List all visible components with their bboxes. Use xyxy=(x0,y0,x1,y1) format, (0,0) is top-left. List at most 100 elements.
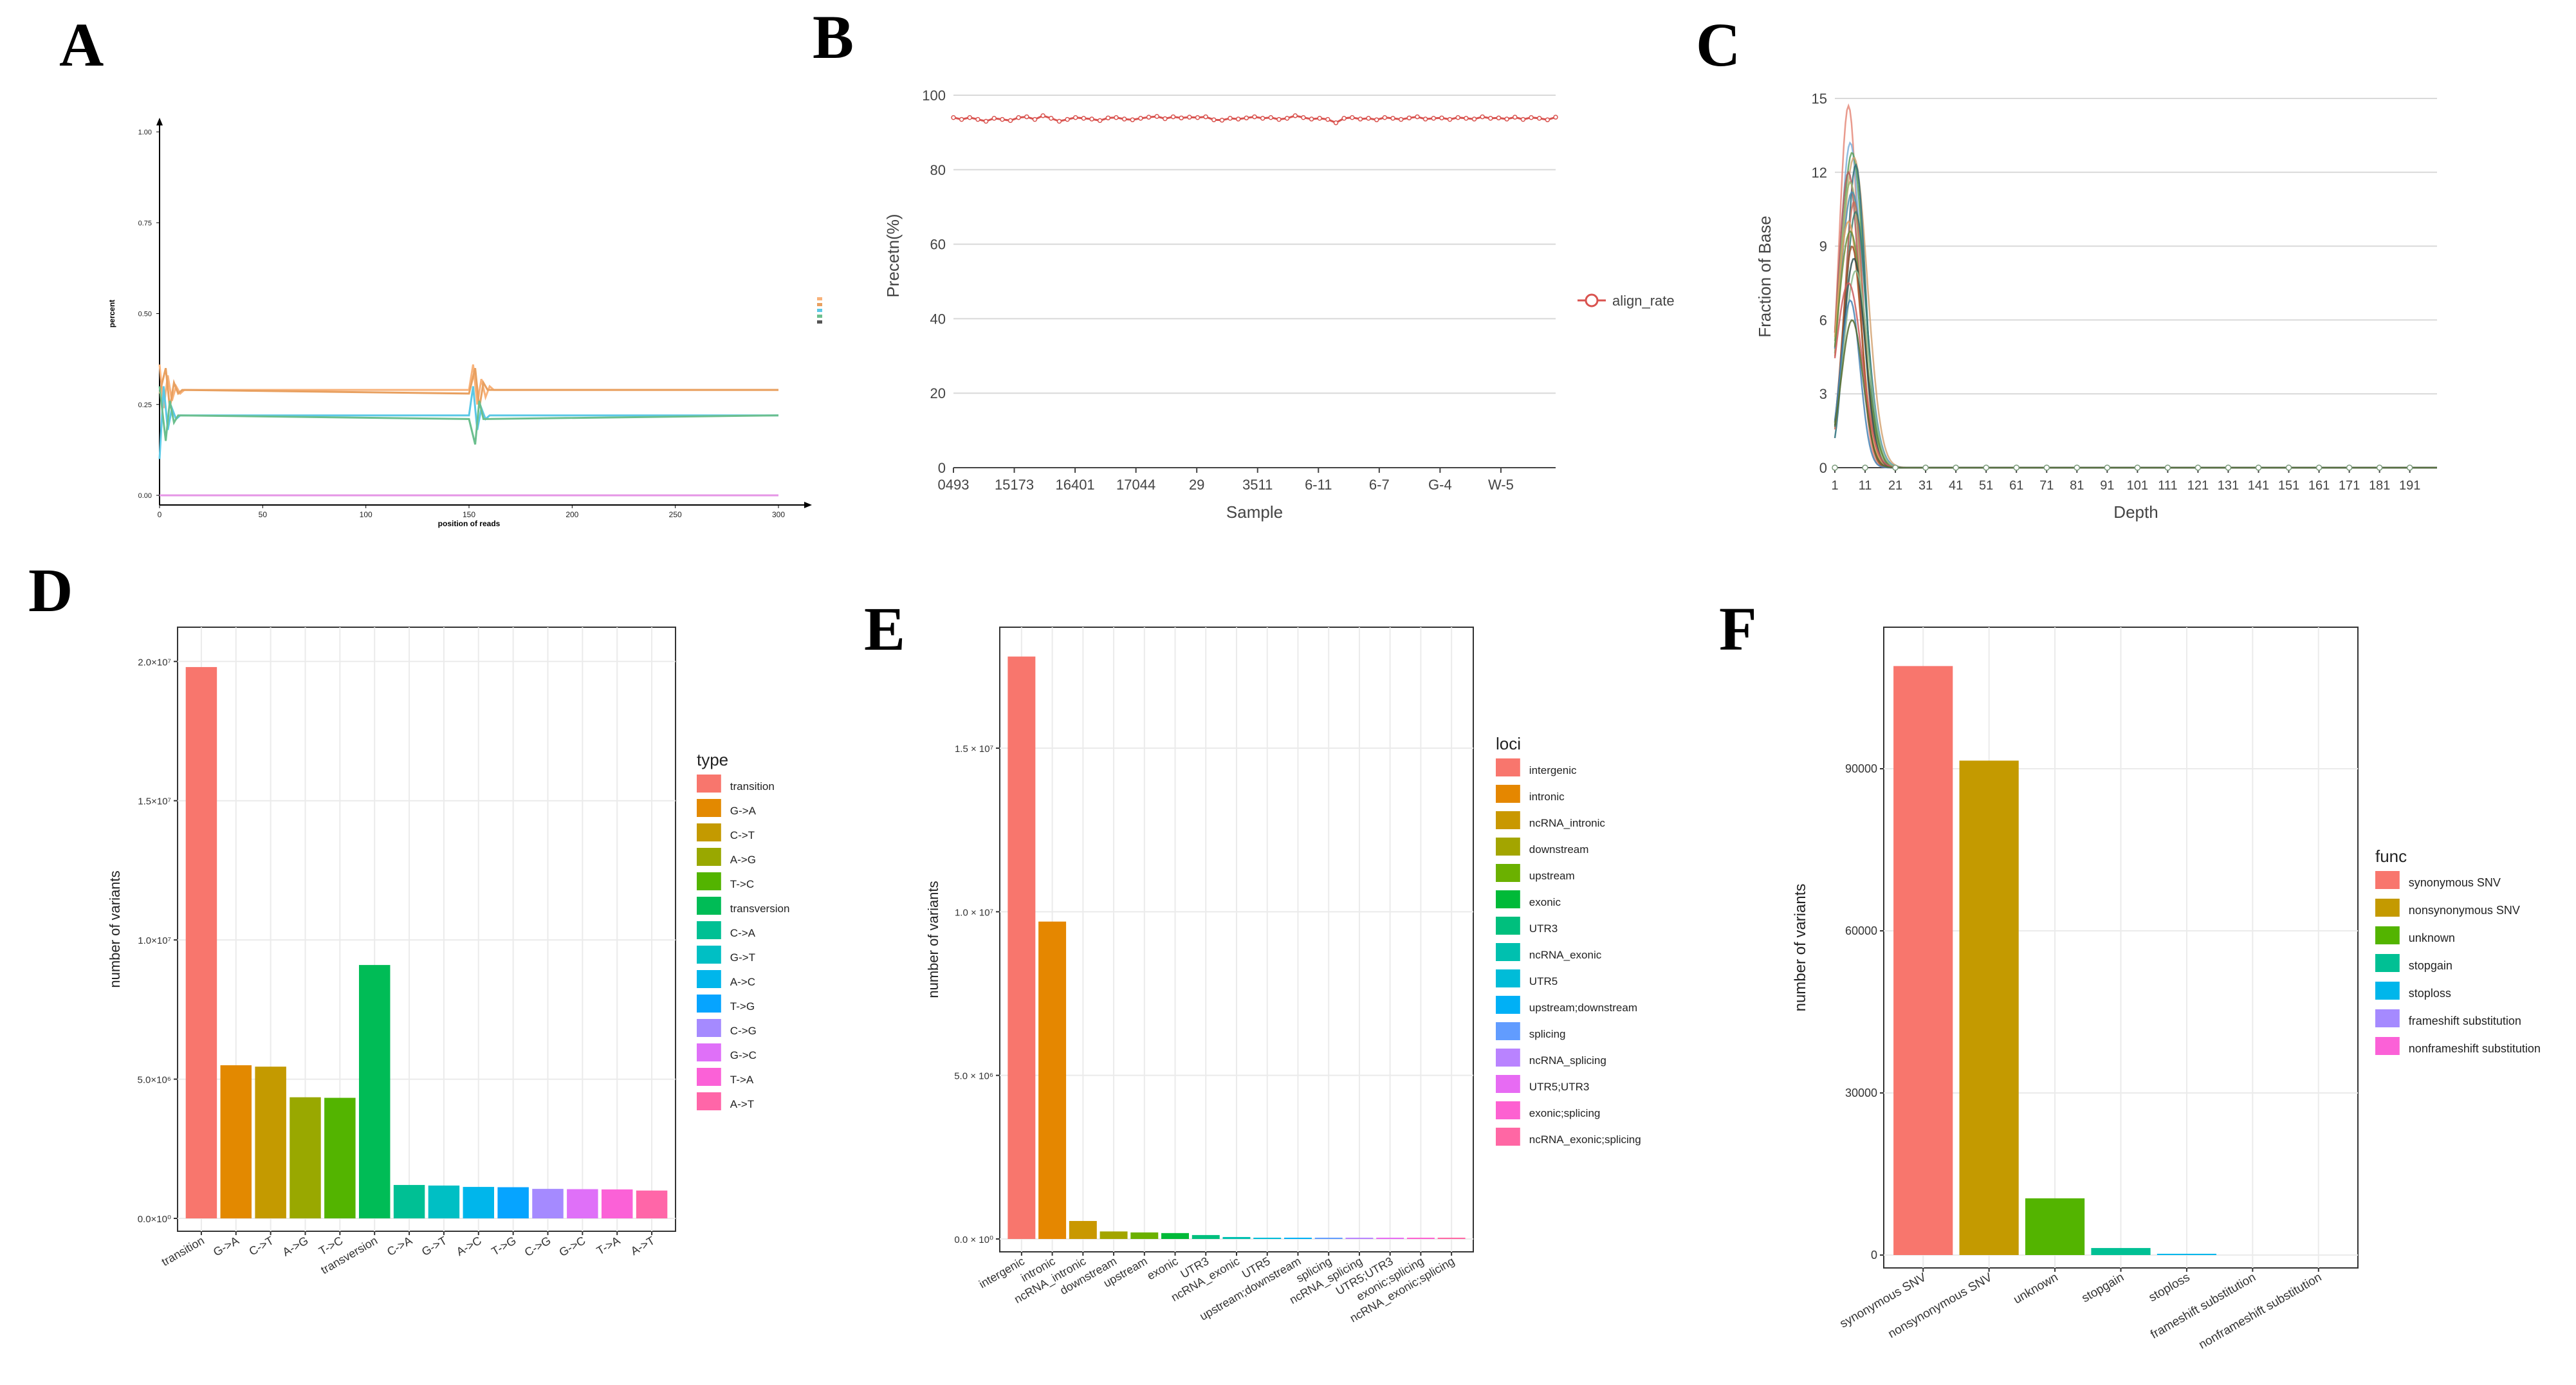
panel-label-b: B xyxy=(813,3,854,71)
panel-b-point xyxy=(1317,116,1322,121)
panel-d-legend-label: G->T xyxy=(730,951,755,964)
panel-f-bar xyxy=(2157,1254,2217,1255)
panel-b-point xyxy=(1284,116,1290,121)
panel-b-point xyxy=(1374,117,1379,122)
panel-b-y-label: Precetn(%) xyxy=(883,214,903,297)
panel-c-series-line xyxy=(1834,152,2437,469)
panel-b-point xyxy=(1545,117,1550,122)
panel-b-point xyxy=(1072,115,1078,120)
panel-b-point xyxy=(1211,117,1217,122)
panel-e-legend-key xyxy=(1496,996,1520,1014)
panel-a-legend-key xyxy=(817,297,822,300)
panel-e-legend-key xyxy=(1496,1049,1520,1067)
panel-d-y-tick-label: 5.0×10⁶ xyxy=(138,1075,171,1086)
panel-b-point xyxy=(1357,116,1363,122)
panel-label-a: A xyxy=(59,10,104,79)
panel-d-legend-key xyxy=(697,1092,721,1110)
panel-c-x-tick-label: 111 xyxy=(2158,479,2177,493)
panel-f-chart: 0 30000 60000 90000 synonymous SNV nonsynonym… xyxy=(1792,627,2541,1352)
panel-d-x-tick-label: transition xyxy=(160,1234,207,1269)
panel-d-legend-label: A->T xyxy=(730,1098,754,1110)
panel-b-point xyxy=(1000,116,1005,122)
panel-d-y-tick-label: 2.0×10⁷ xyxy=(138,657,171,668)
panel-e-y-label: number of variants xyxy=(925,881,941,998)
panel-a-x-tick-label: 100 xyxy=(360,510,373,519)
panel-b-point xyxy=(951,115,956,120)
panel-d-legend-label: A->C xyxy=(730,976,755,988)
panel-b-point xyxy=(1513,115,1518,120)
panel-c-x-tick-label: 61 xyxy=(2009,479,2023,493)
panel-e-legend-key xyxy=(1496,969,1520,987)
panel-a-legend-key xyxy=(817,320,822,324)
panel-b-point xyxy=(1536,116,1542,121)
panel-b-point xyxy=(1121,116,1127,122)
panel-a-legend-key xyxy=(817,303,822,306)
panel-c-x-tick-label: 91 xyxy=(2100,479,2114,493)
panel-c-x-tick-label: 1 xyxy=(1831,479,1838,493)
panel-b-point xyxy=(1007,118,1013,124)
panel-b-point xyxy=(1146,115,1152,120)
panel-e-bar xyxy=(1099,1231,1128,1239)
panel-c-series-line xyxy=(1834,156,2437,469)
panel-b-point xyxy=(1187,115,1192,120)
panel-b-point xyxy=(1309,116,1314,122)
panel-b-point xyxy=(1163,116,1168,122)
panel-b-x-tick-label: 29 xyxy=(1189,477,1204,493)
panel-b-point xyxy=(1268,115,1274,120)
panel-c-x-tick-label: 131 xyxy=(2218,479,2239,493)
panel-e-legend-key xyxy=(1496,943,1520,961)
panel-c-point xyxy=(2255,464,2262,471)
panel-d-x-tick-label: G->C xyxy=(557,1234,588,1259)
panel-label-c: C xyxy=(1696,10,1741,79)
panel-a-y-label: percent xyxy=(107,300,116,327)
panel-f-y-tick-label: 60000 xyxy=(1845,924,1877,937)
panel-a-y-tick-label: 1.00 xyxy=(138,129,152,136)
panel-e-chart: 0.0 × 10⁰ 5.0 × 10⁶ 1.0 × 10⁷ 1.5 × 10⁷ inte… xyxy=(925,627,1641,1325)
panel-e-bar xyxy=(1314,1238,1343,1239)
panel-f-legend-label: stopgain xyxy=(2409,959,2452,972)
panel-b-point xyxy=(1529,115,1534,120)
panel-c-y-tick-label: 3 xyxy=(1819,386,1827,402)
panel-c-x-tick-label: 51 xyxy=(1979,479,1993,493)
panel-c-x-tick-label: 81 xyxy=(2070,479,2084,493)
panel-c-point xyxy=(2104,464,2111,471)
panel-c-series-line xyxy=(1834,298,2437,469)
panel-d-legend-label: transition xyxy=(730,780,775,793)
panel-d-legend-key xyxy=(697,970,721,988)
panel-c-point xyxy=(2406,464,2413,471)
panel-c-point xyxy=(2346,464,2353,471)
panel-c-y-tick-label: 15 xyxy=(1812,91,1827,107)
panel-d-legend-label: C->T xyxy=(730,829,755,841)
panel-c-series-line xyxy=(1834,282,2437,469)
panel-e-legend-label: UTR5 xyxy=(1529,975,1558,987)
panel-f-x-tick-label: frameshift substitution xyxy=(2148,1270,2258,1342)
panel-c-x-tick-label: 71 xyxy=(2039,479,2054,493)
panel-e-bar xyxy=(1376,1238,1404,1239)
panel-b-point xyxy=(1366,116,1371,121)
panel-e-legend-label: upstream;downstream xyxy=(1529,1002,1637,1014)
panel-e-bar xyxy=(1283,1238,1312,1239)
panel-d-legend-label: G->C xyxy=(730,1049,757,1061)
panel-e-legend-label: splicing xyxy=(1529,1028,1566,1040)
panel-c-series-line xyxy=(1834,210,2437,469)
panel-b-point xyxy=(1114,115,1119,120)
panel-b-point xyxy=(1244,115,1249,121)
panel-b-point xyxy=(1260,116,1265,121)
panel-d-legend-key xyxy=(697,872,721,890)
panel-d-legend-label: G->A xyxy=(730,805,757,817)
panel-d-bar xyxy=(220,1065,252,1218)
panel-a-y-arrow xyxy=(156,118,163,125)
panel-b-point xyxy=(1293,113,1298,118)
panel-b-point xyxy=(1056,118,1062,124)
panel-c-point xyxy=(1862,464,1868,471)
panel-e-legend-key xyxy=(1496,1128,1520,1146)
panel-c-point xyxy=(2376,464,2383,471)
panel-d-bar xyxy=(255,1067,286,1218)
panel-f-legend-label: unknown xyxy=(2409,931,2455,944)
panel-d-legend-key xyxy=(697,1019,721,1037)
panel-c-point xyxy=(1892,464,1899,471)
panel-e-legend-label: exonic;splicing xyxy=(1529,1107,1601,1119)
panel-b-point xyxy=(1089,116,1094,122)
panel-f-x-tick-label: nonsynonymous SNV xyxy=(1886,1270,1994,1341)
panel-a-x-label: position of reads xyxy=(438,519,501,528)
